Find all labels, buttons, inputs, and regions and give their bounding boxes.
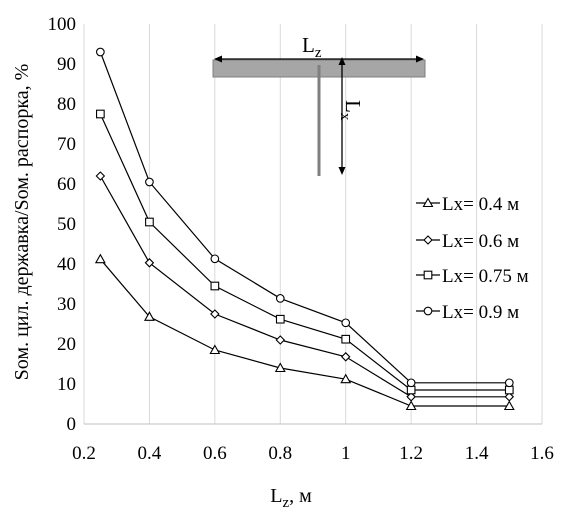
- data-point: [145, 217, 154, 227]
- y-tick-labels: 0 10 20 30 40 50 60 70 80 90 100: [48, 14, 77, 435]
- data-point: [275, 335, 286, 345]
- data-point: [406, 385, 416, 395]
- inset-lz-label: Lz: [302, 33, 322, 61]
- data-point: [406, 392, 416, 402]
- x-tick-label: 1.4: [465, 443, 489, 464]
- data-point: [144, 258, 155, 268]
- y-tick-label: 0: [67, 414, 77, 435]
- y-tick-label: 100: [48, 14, 77, 35]
- data-point: [209, 344, 221, 355]
- data-point: [406, 378, 416, 388]
- data-point: [405, 400, 417, 411]
- inset-arrowhead-bottom: [338, 167, 346, 175]
- data-point: [210, 309, 220, 319]
- data-point: [341, 318, 351, 328]
- legend-item: Lx= 0.6 м: [416, 231, 519, 252]
- x-tick-label: 1.2: [399, 443, 423, 464]
- data-point: [504, 392, 515, 402]
- data-point: [143, 311, 155, 321]
- legend-item: Lx= 0.4 м: [416, 194, 519, 215]
- x-tick-label: 1.6: [530, 443, 554, 464]
- data-point: [275, 294, 285, 303]
- data-point: [274, 362, 286, 373]
- x-tick-label: 0.6: [203, 443, 227, 464]
- data-point: [340, 373, 352, 384]
- y-tick-label: 50: [57, 214, 76, 235]
- data-point: [210, 254, 220, 264]
- data-point: [94, 253, 106, 264]
- inset-arrowhead-right: [416, 55, 424, 63]
- data-point: [96, 109, 105, 119]
- data-point: [210, 281, 220, 291]
- y-tick-label: 60: [57, 174, 76, 195]
- series: [94, 47, 515, 411]
- y-tick-label: 10: [57, 374, 76, 395]
- legend: Lx= 0.4 м Lx= 0.6 м Lx= 0.75 м Lx= 0.9 м: [416, 194, 529, 323]
- inset-lx-label: Lx: [337, 100, 365, 121]
- data-point: [95, 171, 106, 181]
- legend-label: Lx= 0.9 м: [442, 302, 519, 323]
- data-point: [96, 47, 105, 57]
- data-point: [423, 306, 433, 316]
- y-axis-label: Sом. цил. державка/Sом. распорка, %: [11, 64, 33, 381]
- data-point: [423, 270, 433, 280]
- data-point: [503, 400, 515, 411]
- x-tick-label: 0.2: [72, 443, 96, 464]
- y-tick-label: 90: [57, 54, 76, 75]
- data-point: [341, 334, 351, 344]
- inset-arrowhead-left: [214, 55, 222, 63]
- data-point: [145, 177, 154, 187]
- series-triangle: [94, 253, 515, 411]
- y-tick-label: 80: [57, 94, 76, 115]
- data-point: [504, 385, 514, 395]
- data-point: [423, 235, 433, 245]
- series-diamond: [95, 171, 515, 402]
- series-line: [99, 51, 510, 384]
- series-line: [99, 113, 510, 391]
- grid: [83, 24, 543, 424]
- data-point: [504, 378, 514, 388]
- data-point: [340, 352, 351, 362]
- inset-arrowhead-top: [338, 57, 346, 65]
- x-tick-labels: 0.2 0.4 0.6 0.8 1 1.2 1.4 1.6: [72, 443, 554, 464]
- legend-label: Lx= 0.75 м: [442, 266, 529, 287]
- y-tick-label: 20: [57, 334, 76, 355]
- x-tick-label: 0.4: [138, 443, 162, 464]
- x-tick-label: 0.8: [268, 443, 292, 464]
- series-square: [96, 109, 514, 395]
- legend-item: Lx= 0.75 м: [416, 266, 529, 287]
- legend-label: Lx= 0.4 м: [442, 194, 519, 215]
- x-axis-label: Lz, м: [270, 485, 312, 511]
- series-circle: [96, 47, 514, 388]
- data-point: [422, 197, 434, 208]
- y-tick-label: 70: [57, 134, 76, 155]
- y-tick-label: 40: [57, 254, 76, 275]
- data-point: [275, 314, 285, 324]
- inset-schematic: Lz Lx: [212, 33, 426, 176]
- x-tick-label: 1: [341, 443, 351, 464]
- legend-label: Lx= 0.6 м: [442, 231, 519, 252]
- y-tick-label: 30: [57, 294, 76, 315]
- legend-item: Lx= 0.9 м: [416, 302, 519, 323]
